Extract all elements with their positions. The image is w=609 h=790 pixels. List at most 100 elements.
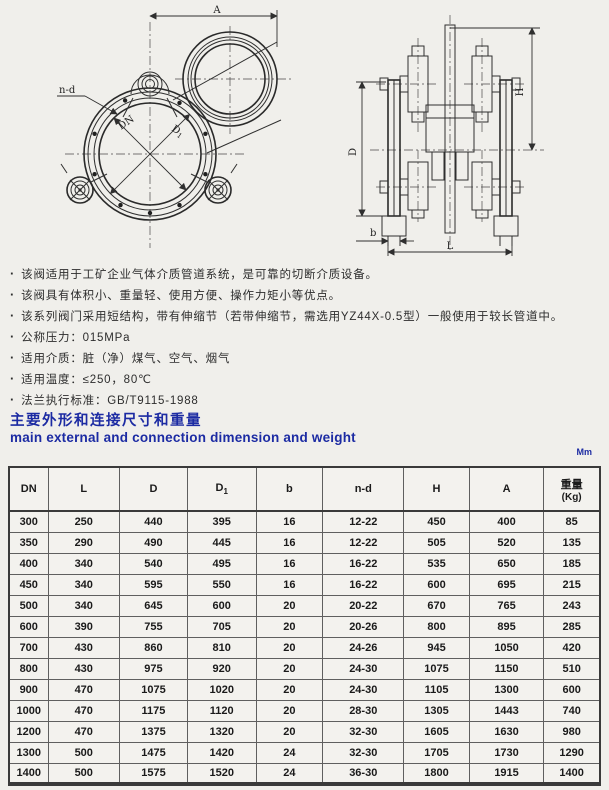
centerlines [370,15,544,250]
dimension-h: H [450,27,540,151]
dim-label-d: D [348,148,359,156]
cell-weight: 215 [543,573,601,596]
cell-nd: 32-30 [322,741,405,764]
cell-a: 1730 [468,741,545,764]
cell-nd: 20-22 [322,594,405,617]
table-row: 1300 500 1475 1420 24 32-30 1705 1730 12… [8,741,601,764]
cell-l: 250 [47,510,120,533]
side-view-drawing: D H b L [348,15,544,256]
cell-h: 600 [403,573,470,596]
cell-weight: 185 [543,552,601,575]
dim-label-h: H [515,87,526,96]
cell-nd: 16-22 [322,573,405,596]
table-row: 1400 500 1575 1520 24 36-30 1800 1915 14… [8,762,601,785]
cell-l: 430 [47,657,120,680]
table-row: 500 340 645 600 20 20-22 670 765 243 [8,594,601,617]
cell-dn: 800 [8,657,49,680]
bullet-icon: · [10,308,16,323]
cell-nd: 36-30 [322,762,405,785]
dim-label-nd: n-d [59,85,76,96]
cell-b: 16 [255,573,324,596]
cell-d: 755 [119,615,188,638]
bullet-icon: · [10,392,16,407]
col-header-dn: DN [8,466,49,512]
bullet-icon: · [10,287,16,302]
cell-b: 20 [255,594,324,617]
cell-dn: 700 [8,636,49,659]
cell-b: 16 [255,552,324,575]
counterweight-ring [172,31,282,154]
cell-dn: 350 [8,531,49,554]
cell-dn: 1200 [8,720,49,743]
feature-item: · 该系列阀门采用短结构，带有伸缩节（若带伸缩节，需选用YZ44X-0.5型）一… [10,305,563,326]
cell-b: 20 [255,657,324,680]
col-header-d1: D1 [186,466,257,512]
cell-d1: 550 [186,573,257,596]
cell-d: 1075 [119,678,188,701]
feature-item: · 适用温度：≤250，80℃ [10,368,563,389]
cell-h: 505 [403,531,470,554]
table-row: 300 250 440 395 16 12-22 450 400 85 [8,510,601,533]
front-view-drawing: A DN D1 [57,5,293,248]
col-header-weight: 重量 (Kg) [543,466,601,512]
cell-l: 340 [47,552,120,575]
col-header-b: b [255,466,324,512]
bullet-icon: · [10,329,16,344]
cell-nd: 12-22 [322,510,405,533]
cell-weight: 135 [543,531,601,554]
cell-nd: 32-30 [322,720,405,743]
cell-d: 975 [119,657,188,680]
cell-d: 860 [119,636,188,659]
cell-nd: 24-30 [322,678,405,701]
cell-b: 20 [255,699,324,722]
bottom-rollers [379,161,521,219]
cell-dn: 1300 [8,741,49,764]
nd-leader: n-d [57,85,118,115]
cell-nd: 12-22 [322,531,405,554]
left-roller [60,163,108,204]
section-title-zh: 主要外形和连接尺寸和重量 [10,413,202,429]
cell-dn: 400 [8,552,49,575]
cell-a: 520 [468,531,545,554]
cell-weight: 243 [543,594,601,617]
table-row: 1200 470 1375 1320 20 32-30 1605 1630 98… [8,720,601,743]
cell-nd: 24-30 [322,657,405,680]
cell-h: 670 [403,594,470,617]
cell-weight: 420 [543,636,601,659]
feature-text: 法兰执行标准：GB/T9115-1988 [21,394,199,407]
feature-text: 公称压力：015MPa [21,331,131,344]
cell-a: 765 [468,594,545,617]
cell-d: 1375 [119,720,188,743]
feature-text: 适用介质：脏（净）煤气、空气、烟气 [21,352,231,365]
cell-d1: 1020 [186,678,257,701]
cell-d: 440 [119,510,188,533]
cell-b: 20 [255,678,324,701]
cell-b: 16 [255,510,324,533]
cell-h: 1305 [403,699,470,722]
table-row: 450 340 595 550 16 16-22 600 695 215 [8,573,601,596]
cell-dn: 1000 [8,699,49,722]
dimension-table: DN L D D1 b n-d H A 重量 (Kg) 300 250 440 … [8,466,601,786]
right-roller [190,163,238,204]
table-header: DN L D D1 b n-d H A 重量 (Kg) [8,466,601,512]
cell-h: 1075 [403,657,470,680]
dimension-a: A [149,5,278,47]
cell-a: 650 [468,552,545,575]
cell-d1: 920 [186,657,257,680]
cell-a: 695 [468,573,545,596]
feature-item: · 适用介质：脏（净）煤气、空气、烟气 [10,347,563,368]
cell-b: 20 [255,720,324,743]
cell-weight: 980 [543,720,601,743]
col-header-nd: n-d [322,466,405,512]
cell-nd: 28-30 [322,699,405,722]
unit-label: Mm [576,447,593,457]
cell-weight: 1400 [543,762,601,785]
cell-b: 20 [255,636,324,659]
dimension-d: D [348,81,386,217]
cell-a: 400 [468,510,545,533]
cell-d1: 1320 [186,720,257,743]
cell-h: 1800 [403,762,470,785]
dim-label-a: A [212,5,221,16]
cell-a: 1443 [468,699,545,722]
cell-a: 895 [468,615,545,638]
